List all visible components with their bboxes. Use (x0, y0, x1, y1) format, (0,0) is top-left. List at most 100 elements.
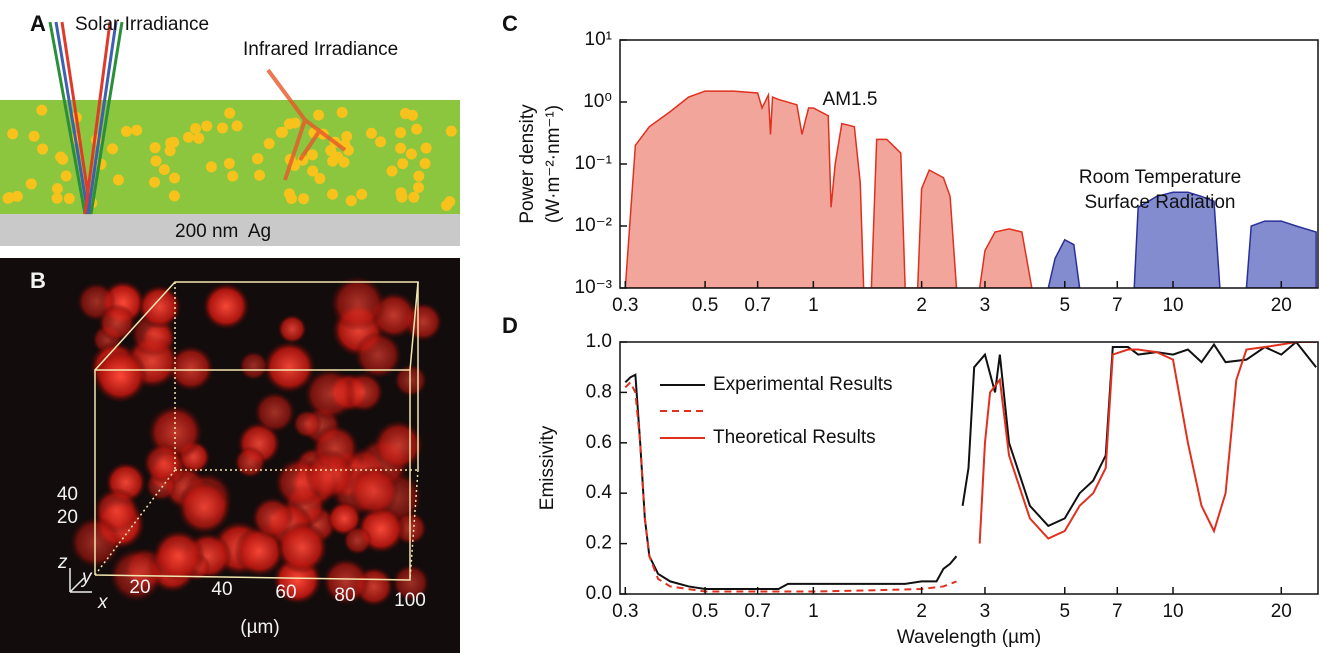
particle (332, 151, 344, 163)
particle (51, 183, 63, 195)
annotation: Surface Radiation (1084, 192, 1235, 213)
x-tick-label: 0.3 (612, 295, 638, 316)
particle (112, 174, 124, 186)
particle (408, 191, 420, 203)
x-tick-label: 0.5 (692, 601, 718, 622)
axis-x-label: x (97, 592, 109, 613)
particle (63, 192, 75, 204)
plot-area (624, 342, 1317, 593)
y-tick-label: 10⁻² (575, 215, 613, 236)
particle (327, 188, 339, 200)
particle (276, 126, 288, 138)
annotation: Room Temperature (1079, 167, 1241, 188)
particle (176, 479, 232, 535)
particle (325, 145, 337, 157)
x-tick-label: 0.5 (692, 295, 718, 316)
particle (36, 104, 48, 116)
particle (303, 367, 357, 421)
x-tick-label: 7 (1112, 601, 1123, 622)
particle (168, 190, 180, 202)
y-tick-label: 0.0 (586, 583, 612, 604)
particle (375, 136, 387, 148)
area (624, 90, 958, 288)
x-tick-label: 10 (1162, 295, 1183, 316)
particle (405, 148, 417, 160)
particle (164, 145, 176, 157)
particle (356, 188, 368, 200)
y-tick-label: 10¹ (585, 29, 612, 50)
panel-letter: A (30, 11, 46, 36)
x-axis-label: Wavelength (µm) (897, 627, 1041, 648)
panel-letter: D (502, 313, 518, 338)
particle (167, 345, 215, 392)
particle (254, 169, 266, 181)
particle (252, 153, 264, 165)
y-tick-label: 0.4 (586, 482, 613, 503)
particle (289, 117, 301, 129)
particle (224, 107, 236, 119)
particle (341, 130, 353, 142)
solar-rays (48, 21, 124, 215)
particle (420, 142, 432, 154)
y-tick-label: 0.8 (586, 381, 612, 402)
panel-letter: B (30, 268, 46, 293)
x-tick-label: 20 (129, 577, 150, 598)
y-tick-label: 10⁻¹ (575, 153, 613, 174)
particle (441, 199, 453, 211)
y-tick-label: 0.6 (586, 432, 612, 453)
z-tick-label: 40 (57, 484, 78, 505)
particle (322, 557, 370, 606)
particle (143, 442, 184, 484)
area (1245, 220, 1317, 288)
x-tick-label: 0.7 (744, 601, 770, 622)
x-tick-label: 2 (916, 295, 927, 316)
particles (69, 275, 443, 607)
particle (183, 131, 195, 143)
particle (37, 143, 49, 155)
area (978, 228, 1033, 288)
particle (307, 165, 319, 177)
particle (11, 190, 23, 202)
z-tick-label: 20 (57, 507, 78, 528)
y-tick-label: 1.0 (586, 331, 612, 352)
particle (169, 172, 181, 184)
area (1047, 238, 1081, 288)
particle (227, 170, 239, 182)
legend-label: Theoretical Results (713, 427, 876, 448)
particle (419, 158, 431, 170)
particle (251, 496, 294, 540)
particle (253, 391, 296, 434)
particle (137, 284, 182, 329)
substrate-label: 200 nm Ag (175, 221, 271, 242)
particle (262, 340, 316, 394)
particle (304, 449, 356, 501)
particle (313, 109, 325, 121)
particle (106, 143, 118, 155)
particle (412, 182, 424, 194)
particle (149, 142, 161, 154)
infrared-label: Infrared Irradiance (243, 39, 398, 60)
particle (445, 125, 457, 137)
x-tick-label: 7 (1112, 295, 1123, 316)
line (624, 380, 957, 593)
particle (277, 314, 307, 344)
x-tick-label: 60 (275, 582, 296, 603)
panel-letter: C (502, 11, 518, 36)
particle (330, 275, 386, 332)
solar-label: Solar Irradiance (75, 14, 209, 35)
x-tick-label: 5 (1059, 601, 1070, 622)
x-tick-label: 100 (394, 590, 426, 611)
y-tick-label: 10⁰ (583, 91, 612, 112)
plot-area (624, 90, 1317, 288)
particle (397, 158, 409, 170)
particle (238, 350, 269, 381)
y-axis-label: Emissivity (537, 425, 558, 510)
line (978, 342, 1317, 544)
bounding-box (94, 281, 419, 581)
particle (193, 132, 205, 144)
x-tick-label: 20 (1271, 601, 1292, 622)
particle (314, 173, 326, 185)
axis-triad (69, 568, 92, 593)
particle (93, 348, 148, 404)
